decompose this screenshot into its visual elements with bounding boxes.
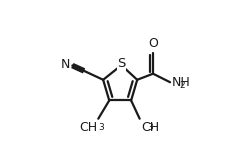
Text: N: N bbox=[60, 58, 70, 71]
Text: 3: 3 bbox=[98, 123, 104, 132]
Text: O: O bbox=[148, 37, 158, 50]
Text: CH: CH bbox=[141, 121, 159, 134]
Text: NH: NH bbox=[172, 76, 191, 89]
Text: S: S bbox=[117, 57, 126, 70]
Text: CH: CH bbox=[79, 121, 97, 134]
Text: 2: 2 bbox=[179, 81, 185, 90]
Text: 3: 3 bbox=[148, 123, 153, 132]
